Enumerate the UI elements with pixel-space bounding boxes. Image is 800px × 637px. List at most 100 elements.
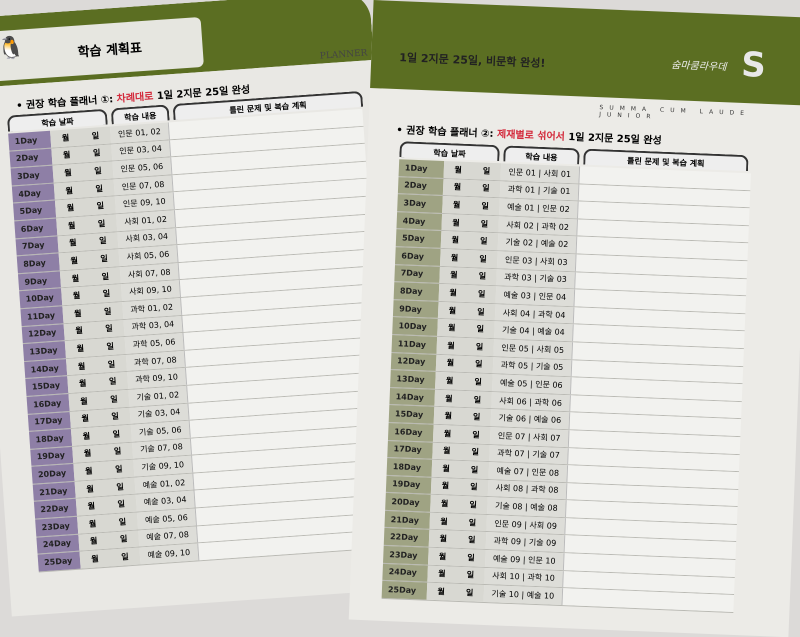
month-label: 월 [61, 133, 70, 143]
day-label: 20Day [385, 493, 431, 512]
day-label: 21Day [384, 510, 431, 530]
day-label: 11Day [20, 306, 64, 326]
study-content: 기술 10 | 예술 10 [483, 585, 563, 605]
study-content: 인문 07 | 사회 07 [489, 426, 569, 447]
month-label: 월 [83, 449, 92, 459]
study-content: 기술 06 | 예술 06 [490, 409, 570, 430]
study-content: 과학 01 | 기술 01 [499, 180, 579, 201]
day-unit-label: 일 [111, 411, 120, 422]
study-content: 예술 09 | 인문 10 [484, 550, 564, 570]
day-unit-label: 일 [480, 219, 489, 229]
month-label: 월 [452, 217, 460, 228]
day-label: 20Day [31, 464, 75, 484]
study-content: 인문 01 | 사회 01 [500, 163, 580, 183]
study-content: 인문 09 | 사회 09 [486, 514, 565, 535]
month-label: 월 [80, 396, 88, 406]
day-unit-label: 일 [470, 465, 479, 475]
month-label: 월 [64, 168, 73, 178]
study-content: 예술 05 | 인문 06 [492, 374, 571, 394]
day-unit-label: 일 [477, 306, 485, 317]
day-label: 13Day [390, 370, 436, 389]
day-label: 2Day [397, 176, 444, 196]
month-label: 월 [445, 376, 454, 386]
series-logo: S [740, 44, 767, 86]
study-content: 예술 01 | 인문 02 [499, 198, 578, 219]
month-label: 월 [67, 220, 76, 231]
month-label: 월 [453, 182, 462, 193]
day-unit-label: 일 [118, 517, 127, 527]
month-label: 월 [71, 273, 80, 284]
month-label: 월 [82, 431, 91, 442]
month-label: 월 [84, 466, 93, 477]
day-unit-label: 일 [106, 341, 115, 352]
month-label: 월 [440, 499, 449, 509]
month-label: 월 [442, 464, 450, 474]
month-label: 월 [72, 291, 81, 301]
day-unit-label: 일 [92, 148, 101, 159]
day-unit-label: 일 [119, 534, 128, 545]
heading-highlight: 제재별로 섞어서 [496, 129, 566, 143]
study-content: 과학 03 | 기술 03 [496, 268, 575, 289]
day-unit-label: 일 [478, 271, 487, 282]
day-label: 19Day [30, 446, 74, 467]
day-unit-label: 일 [474, 359, 483, 370]
day-unit-label: 일 [95, 183, 104, 194]
month-label: 월 [451, 235, 460, 245]
month-label: 월 [452, 200, 461, 210]
day-label: 10Day [392, 317, 438, 336]
month-label: 월 [446, 358, 455, 368]
day-unit-label: 일 [472, 412, 481, 422]
day-unit-label: 일 [468, 517, 477, 528]
header-date: 학습 날짜 [399, 141, 500, 162]
day-label: 17Day [387, 440, 433, 459]
day-label: 22Day [383, 528, 430, 547]
day-label: 15Day [25, 376, 69, 396]
day-label: 12Day [21, 323, 65, 344]
left-page: 🐧 학습 계획표 PLANNER • 권장 학습 플래너 ①: 차례대로 1일 … [0, 0, 411, 617]
month-label: 월 [448, 305, 457, 316]
study-content: 사회 06 | 과학 06 [491, 391, 570, 412]
month-label: 월 [86, 484, 95, 494]
month-label: 월 [75, 326, 84, 336]
day-unit-label: 일 [477, 289, 486, 299]
day-label: 12Day [390, 352, 437, 371]
day-unit-label: 일 [114, 464, 123, 475]
page-title: 학습 계획표 [77, 40, 143, 61]
day-unit-label: 일 [107, 359, 116, 369]
day-unit-label: 일 [481, 201, 490, 211]
study-content: 기술 08 | 예술 08 [487, 497, 566, 518]
page-tab: 🐧 학습 계획표 [0, 16, 204, 83]
day-unit-label: 일 [475, 342, 484, 352]
heading-highlight: 차례대로 [116, 91, 154, 105]
day-unit-label: 일 [467, 535, 476, 545]
month-label: 월 [438, 551, 447, 562]
